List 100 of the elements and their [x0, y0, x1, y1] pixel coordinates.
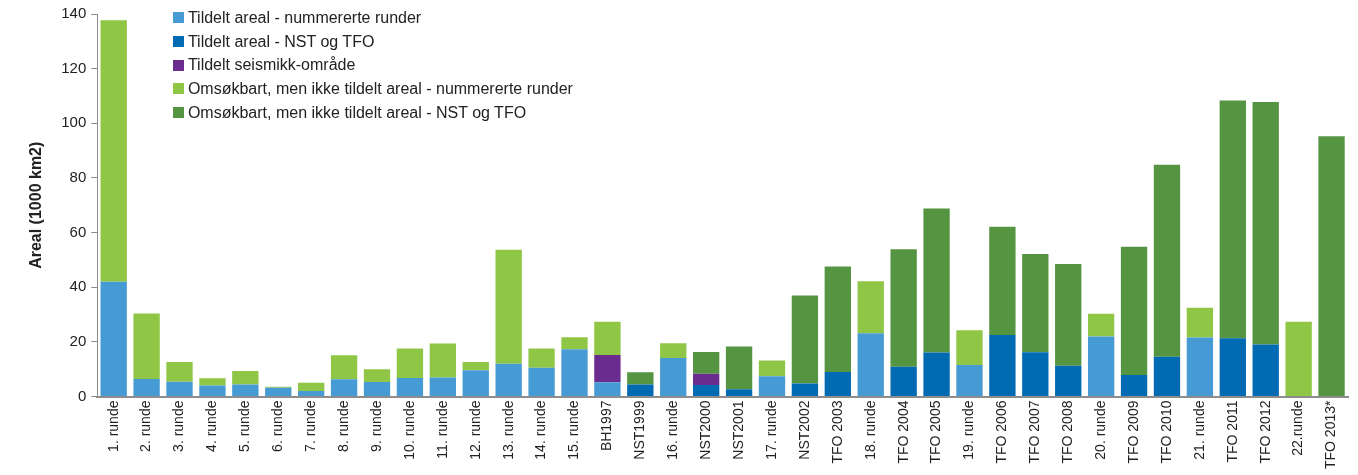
bar: [857, 281, 884, 334]
x-tick-label: TFO 2003: [828, 400, 845, 464]
bar: [396, 377, 424, 397]
bar: [363, 369, 391, 383]
x-tick-label: 11. runde: [433, 400, 450, 459]
bar: [133, 379, 160, 397]
bar: [627, 384, 654, 397]
x-tick-label: 8. runde: [334, 400, 351, 452]
bar: [923, 352, 950, 397]
bar: [1022, 352, 1049, 397]
bar: [330, 355, 358, 380]
y-tick-label: 60: [69, 222, 87, 240]
bar: [1022, 253, 1049, 353]
x-tick-label: 18. runde: [861, 400, 878, 460]
bar: [133, 313, 160, 380]
x-tick-label: 7. runde: [302, 400, 319, 452]
bar: [758, 376, 786, 397]
bar: [462, 362, 489, 371]
bar: [199, 385, 226, 397]
bar: [495, 363, 522, 397]
bar: [1252, 344, 1279, 397]
bar: [791, 295, 819, 384]
bar: [1087, 336, 1115, 397]
bar: [561, 337, 588, 350]
x-tick-label: TFO 2008: [1059, 400, 1076, 464]
bar: [232, 371, 259, 385]
x-tick-label: 17. runde: [762, 400, 779, 460]
legend-label: Tildelt areal - nummererte runder: [187, 8, 422, 27]
bar: [330, 379, 358, 397]
bar: [396, 348, 424, 378]
bar: [1055, 264, 1082, 366]
bar: [1120, 374, 1148, 397]
bar: [561, 349, 588, 397]
bar: [1087, 313, 1115, 337]
bar: [989, 335, 1016, 397]
bar: [725, 346, 753, 390]
x-tick-label: NST2000: [697, 400, 714, 460]
bar: [857, 333, 884, 397]
bar: [791, 383, 819, 397]
x-tick-label: TFO 2005: [927, 400, 944, 464]
bar: [1252, 101, 1279, 345]
x-tick-label: NST2001: [729, 400, 746, 460]
bar: [528, 348, 555, 368]
bar: [989, 226, 1016, 336]
bar: [166, 362, 193, 382]
x-tick-label: 4. runde: [203, 400, 220, 452]
bar: [1285, 321, 1312, 397]
bar: [199, 378, 226, 386]
y-tick-label: 100: [61, 113, 87, 131]
bar: [660, 358, 687, 397]
y-tick-label: 20: [69, 332, 87, 350]
bar: [429, 377, 456, 397]
bar: [725, 389, 753, 397]
x-tick-label: 22.runde: [1289, 400, 1306, 456]
bar: [692, 373, 720, 386]
bar: [1120, 246, 1148, 375]
bar: [1186, 337, 1214, 397]
x-tick-label: 19. runde: [960, 400, 977, 460]
x-tick-label: 3. runde: [170, 400, 187, 452]
bar: [1153, 164, 1181, 357]
x-tick-label: 21. runde: [1190, 400, 1207, 460]
legend-label: Omsøkbart, men ikke tildelt areal - nummererte runder: [187, 79, 573, 98]
x-tick-label: 12. runde: [466, 400, 483, 460]
bar: [1055, 365, 1082, 397]
x-tick-label: 2. runde: [137, 400, 154, 452]
x-tick-label: 9. runde: [367, 400, 384, 452]
bar: [1318, 136, 1345, 397]
x-tick-label: BH1997: [598, 400, 615, 452]
bar: [265, 387, 292, 397]
y-tick-label: 0: [77, 386, 87, 404]
bar: [298, 382, 325, 392]
bar: [594, 321, 621, 355]
x-tick-label: 14. runde: [532, 400, 549, 460]
x-tick-label: 13. runde: [499, 400, 516, 460]
bar: [890, 366, 917, 397]
bar: [462, 370, 489, 397]
x-tick-label: TFO 2012: [1256, 400, 1273, 464]
x-tick-label: 15. runde: [565, 400, 582, 460]
bar: [594, 354, 621, 383]
bar: [824, 371, 851, 397]
x-tick-label: 1. runde: [104, 400, 121, 452]
x-tick-label: 6. runde: [269, 400, 286, 452]
bar: [495, 249, 522, 364]
x-tick-label: 20. runde: [1092, 400, 1108, 460]
y-tick-label: 80: [69, 168, 87, 186]
legend-label: Omsøkbart, men ikke tildelt areal - NST og TFO: [187, 103, 527, 122]
bar: [166, 381, 193, 397]
x-tick-label: TFO 2011: [1223, 400, 1240, 463]
bar: [429, 343, 456, 378]
bar: [1186, 307, 1214, 338]
x-tick-label: TFO 2009: [1124, 400, 1141, 464]
bar: [594, 382, 621, 397]
bar: [1219, 338, 1246, 397]
bar: [956, 365, 983, 397]
bar: [100, 20, 127, 282]
bar: [627, 372, 654, 385]
y-tick-label: 120: [61, 58, 87, 76]
x-tick-label: TFO 2007: [1026, 400, 1043, 464]
bar: [824, 266, 851, 372]
bar: [363, 382, 391, 397]
